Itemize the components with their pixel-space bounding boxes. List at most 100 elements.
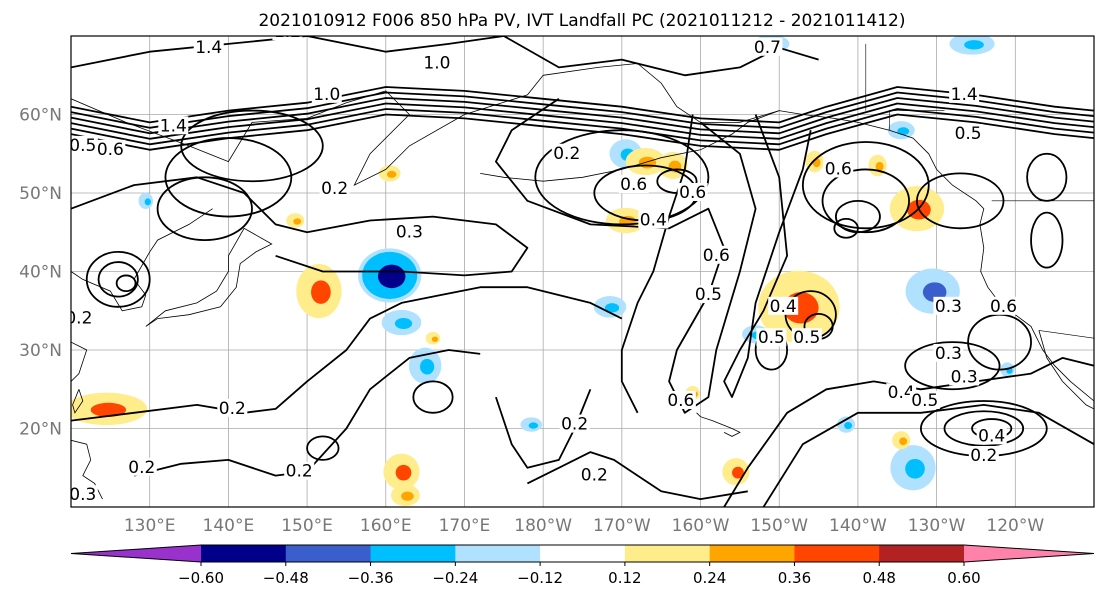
contour-label: 0.3 xyxy=(396,222,423,242)
colorbar-tick-label: −0.24 xyxy=(432,569,478,587)
coastline xyxy=(71,341,88,382)
contour-label-bg xyxy=(579,465,610,484)
coastline xyxy=(480,110,780,182)
coastline xyxy=(696,412,741,437)
contour-label: 0.4 xyxy=(888,383,915,403)
coastline xyxy=(637,63,1094,402)
longitude-labels: 130°E 140°E 150°E 160°E 170°E 180°W 170°W 160°W… xyxy=(124,516,1045,536)
colorbar-segment xyxy=(624,545,711,562)
contour-label: 0.4 xyxy=(978,426,1005,446)
pv-contour-line xyxy=(71,176,529,277)
pv-contour-line xyxy=(71,108,1094,146)
ivt-shade-core xyxy=(732,466,744,479)
lat-label: 30°N xyxy=(19,341,62,361)
contour-label: 0.2 xyxy=(561,415,588,435)
pv-contour-ring xyxy=(943,410,1025,447)
pv-contour-line xyxy=(71,97,1094,135)
contour-label: 1.4 xyxy=(951,85,978,105)
contour-label: 0.2 xyxy=(286,462,313,482)
contour-label: 1.0 xyxy=(313,85,340,105)
colorbar-segment xyxy=(201,545,287,562)
pv-contour-line xyxy=(495,98,757,414)
pv-contour-line xyxy=(71,102,1094,140)
contour-label: 0.5 xyxy=(793,328,820,348)
pv-contour-ring xyxy=(834,199,881,234)
contour-label-bg xyxy=(71,485,98,504)
lon-label: 150°W xyxy=(750,516,808,536)
contour-label-bg xyxy=(193,37,224,56)
latitude-labels: 60°N 50°N 40°N 30°N 20°N xyxy=(19,106,62,440)
colorbar-segment xyxy=(709,545,795,562)
colorbar-tick-label: −0.36 xyxy=(348,569,394,587)
colorbar-tick-label: 0.12 xyxy=(608,569,641,587)
pv-contour-line xyxy=(620,114,694,414)
contour-label: 0.2 xyxy=(219,399,246,419)
contour-label-bg xyxy=(953,124,984,143)
pv-contour-labels: 1.41.21.01.00.71.41.40.5 0.60.20.20.60.40… xyxy=(69,22,1019,505)
contour-label: 0.5 xyxy=(911,391,938,411)
coastline xyxy=(1038,330,1094,410)
pv-contour-line xyxy=(133,349,481,477)
figure-title: 2021010912 F006 850 hPa PV, IVT Landfall… xyxy=(258,11,905,31)
contour-label: 0.3 xyxy=(69,485,96,505)
map-panel: 1.41.21.01.00.71.41.40.5 0.60.20.20.60.40… xyxy=(19,22,1095,536)
contour-label: 0.5 xyxy=(69,136,96,156)
lat-label: 50°N xyxy=(19,184,62,204)
contour-label: 0.2 xyxy=(128,458,155,478)
ivt-shade-core xyxy=(401,491,414,501)
contour-label-bg xyxy=(823,159,854,178)
ivt-shade-core xyxy=(875,161,884,172)
contour-label: 0.3 xyxy=(951,367,978,387)
contour-label: 0.6 xyxy=(990,297,1017,317)
contour-label: 0.6 xyxy=(667,391,694,411)
ivt-shade-core xyxy=(311,280,331,304)
contour-label: 1.2 xyxy=(274,22,301,42)
colorbar-segment xyxy=(540,545,626,562)
colorbar-tick-label: −0.12 xyxy=(517,569,563,587)
contour-label-bg xyxy=(752,37,783,56)
lon-label: 130°E xyxy=(124,516,176,536)
ivt-shade-core xyxy=(431,336,439,342)
lon-label: 170°W xyxy=(593,516,651,536)
ivt-shade-core xyxy=(905,458,925,479)
colorbar-extend-max xyxy=(964,545,1094,562)
colorbar-segment xyxy=(794,545,880,562)
contour-label: 1.0 xyxy=(423,53,450,73)
colorbar-segment xyxy=(285,545,372,562)
contour-label: 0.2 xyxy=(581,466,608,486)
contour-label-bg xyxy=(551,143,582,162)
ivt-shade-core xyxy=(90,402,127,417)
pv-contour-ring xyxy=(1030,211,1064,269)
colorbar-tick-label: 0.60 xyxy=(947,569,980,587)
pv-contour-ring xyxy=(833,218,859,239)
colorbar-tick-label: −0.60 xyxy=(178,569,224,587)
lon-label: 140°E xyxy=(203,516,255,536)
colorbar-segment xyxy=(879,545,965,562)
contour-label: 0.6 xyxy=(703,246,730,266)
contour-label-bg xyxy=(319,179,350,198)
ivt-shade-core xyxy=(897,127,910,136)
contour-label: 0.4 xyxy=(770,297,797,317)
lon-label: 150°E xyxy=(281,516,333,536)
contour-label-bg xyxy=(701,245,732,264)
contour-label: 0.3 xyxy=(935,297,962,317)
colorbar-tick-label: 0.36 xyxy=(778,569,811,587)
pv-contour-ring xyxy=(801,141,930,230)
contour-label: 0.4 xyxy=(640,210,667,230)
contour-label: 0.2 xyxy=(553,144,580,164)
contour-label: 0.7 xyxy=(754,38,781,58)
ivt-shade-core xyxy=(395,464,412,481)
ivt-shade-core xyxy=(420,358,435,375)
pv-contour-ring xyxy=(306,435,340,461)
contour-label: 0.6 xyxy=(825,159,852,179)
contour-label-bg xyxy=(126,457,157,476)
lon-label: 180°W xyxy=(514,516,572,536)
lat-label: 40°N xyxy=(19,263,62,283)
contour-label-bg xyxy=(949,84,980,103)
contour-label-bg xyxy=(768,296,799,315)
coastline xyxy=(145,227,273,327)
contour-label-bg xyxy=(311,84,342,103)
contour-label-bg xyxy=(618,175,649,194)
lat-label: 60°N xyxy=(19,106,62,126)
